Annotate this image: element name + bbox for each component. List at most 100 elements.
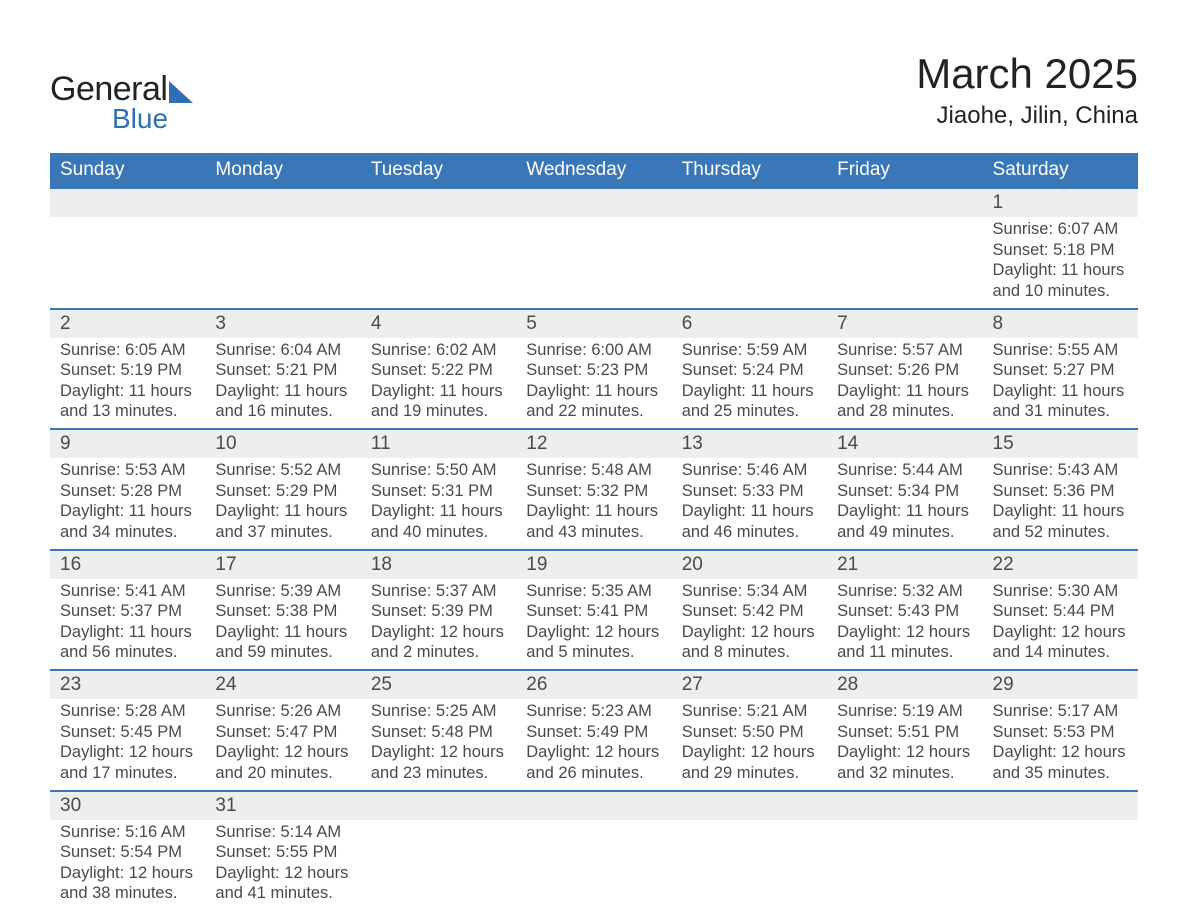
daylight-text: Daylight: 11 hours [837,381,972,402]
daylight-text: and 41 minutes. [215,883,350,904]
daylight-text: and 29 minutes. [682,763,817,784]
day-detail-cell: Sunrise: 5:17 AMSunset: 5:53 PMDaylight:… [983,699,1138,791]
day-number-cell [205,188,360,217]
day-detail-cell: Sunrise: 5:19 AMSunset: 5:51 PMDaylight:… [827,699,982,791]
day-number-row: 3031 [50,791,1138,820]
daylight-text: and 32 minutes. [837,763,972,784]
day-number-cell: 29 [983,670,1138,699]
daylight-text: and 16 minutes. [215,401,350,422]
daylight-text: Daylight: 11 hours [682,381,817,402]
daylight-text: and 8 minutes. [682,642,817,663]
daylight-text: and 5 minutes. [526,642,661,663]
day-detail-row: Sunrise: 5:28 AMSunset: 5:45 PMDaylight:… [50,699,1138,791]
daylight-text: Daylight: 12 hours [526,742,661,763]
calendar-table: SundayMondayTuesdayWednesdayThursdayFrid… [50,153,1138,910]
day-number-cell: 23 [50,670,205,699]
daylight-text: Daylight: 12 hours [371,622,506,643]
daylight-text: and 43 minutes. [526,522,661,543]
sunset-text: Sunset: 5:54 PM [60,842,195,863]
sunset-text: Sunset: 5:55 PM [215,842,350,863]
sunset-text: Sunset: 5:45 PM [60,722,195,743]
day-detail-cell: Sunrise: 5:35 AMSunset: 5:41 PMDaylight:… [516,579,671,671]
sunrise-text: Sunrise: 5:55 AM [993,340,1128,361]
sunrise-text: Sunrise: 5:34 AM [682,581,817,602]
sunset-text: Sunset: 5:33 PM [682,481,817,502]
sunset-text: Sunset: 5:34 PM [837,481,972,502]
logo-text-blue: Blue [112,103,193,135]
day-detail-row: Sunrise: 6:07 AMSunset: 5:18 PMDaylight:… [50,217,1138,309]
sunset-text: Sunset: 5:18 PM [993,240,1128,261]
day-number-row: 1 [50,188,1138,217]
day-detail-cell [516,217,671,309]
sunset-text: Sunset: 5:26 PM [837,360,972,381]
daylight-text: Daylight: 11 hours [526,381,661,402]
daylight-text: and 20 minutes. [215,763,350,784]
sunrise-text: Sunrise: 5:50 AM [371,460,506,481]
sunset-text: Sunset: 5:28 PM [60,481,195,502]
day-detail-row: Sunrise: 5:41 AMSunset: 5:37 PMDaylight:… [50,579,1138,671]
title-block: March 2025 Jiaohe, Jilin, China [916,50,1138,130]
day-number-cell: 2 [50,309,205,338]
daylight-text: and 23 minutes. [371,763,506,784]
day-detail-cell: Sunrise: 5:59 AMSunset: 5:24 PMDaylight:… [672,338,827,430]
sunset-text: Sunset: 5:49 PM [526,722,661,743]
sunset-text: Sunset: 5:19 PM [60,360,195,381]
day-detail-cell: Sunrise: 5:32 AMSunset: 5:43 PMDaylight:… [827,579,982,671]
day-number-cell [361,188,516,217]
day-number-cell: 15 [983,429,1138,458]
sunrise-text: Sunrise: 6:05 AM [60,340,195,361]
sunrise-text: Sunrise: 5:39 AM [215,581,350,602]
daylight-text: and 38 minutes. [60,883,195,904]
daylight-text: and 19 minutes. [371,401,506,422]
daylight-text: Daylight: 11 hours [682,501,817,522]
daylight-text: and 11 minutes. [837,642,972,663]
day-number-cell: 18 [361,550,516,579]
day-detail-cell: Sunrise: 5:53 AMSunset: 5:28 PMDaylight:… [50,458,205,550]
daylight-text: and 56 minutes. [60,642,195,663]
day-number-cell: 5 [516,309,671,338]
sunset-text: Sunset: 5:38 PM [215,601,350,622]
day-number-cell: 10 [205,429,360,458]
weekday-header: Sunday [50,153,205,188]
header: General Blue March 2025 Jiaohe, Jilin, C… [50,50,1138,135]
day-number-cell [983,791,1138,820]
daylight-text: Daylight: 11 hours [371,381,506,402]
day-detail-row: Sunrise: 5:16 AMSunset: 5:54 PMDaylight:… [50,820,1138,911]
day-detail-cell [672,217,827,309]
daylight-text: Daylight: 11 hours [215,622,350,643]
day-number-cell: 22 [983,550,1138,579]
sunset-text: Sunset: 5:23 PM [526,360,661,381]
sunrise-text: Sunrise: 5:43 AM [993,460,1128,481]
sunrise-text: Sunrise: 6:02 AM [371,340,506,361]
day-detail-cell: Sunrise: 6:05 AMSunset: 5:19 PMDaylight:… [50,338,205,430]
logo-triangle-icon [169,81,193,103]
daylight-text: and 28 minutes. [837,401,972,422]
day-number-row: 9101112131415 [50,429,1138,458]
day-detail-cell: Sunrise: 5:43 AMSunset: 5:36 PMDaylight:… [983,458,1138,550]
day-number-cell: 31 [205,791,360,820]
day-detail-cell: Sunrise: 6:02 AMSunset: 5:22 PMDaylight:… [361,338,516,430]
daylight-text: Daylight: 12 hours [682,742,817,763]
day-detail-cell: Sunrise: 5:46 AMSunset: 5:33 PMDaylight:… [672,458,827,550]
sunrise-text: Sunrise: 5:16 AM [60,822,195,843]
day-detail-cell: Sunrise: 5:26 AMSunset: 5:47 PMDaylight:… [205,699,360,791]
day-detail-cell: Sunrise: 5:48 AMSunset: 5:32 PMDaylight:… [516,458,671,550]
day-detail-cell: Sunrise: 5:28 AMSunset: 5:45 PMDaylight:… [50,699,205,791]
weekday-header: Thursday [672,153,827,188]
daylight-text: and 49 minutes. [837,522,972,543]
sunrise-text: Sunrise: 5:41 AM [60,581,195,602]
daylight-text: and 17 minutes. [60,763,195,784]
logo: General Blue [50,70,193,135]
day-number-cell [516,188,671,217]
daylight-text: and 46 minutes. [682,522,817,543]
day-number-cell: 7 [827,309,982,338]
daylight-text: and 22 minutes. [526,401,661,422]
sunset-text: Sunset: 5:39 PM [371,601,506,622]
daylight-text: Daylight: 12 hours [993,622,1128,643]
daylight-text: and 31 minutes. [993,401,1128,422]
sunrise-text: Sunrise: 5:26 AM [215,701,350,722]
day-number-cell: 24 [205,670,360,699]
day-detail-cell: Sunrise: 5:30 AMSunset: 5:44 PMDaylight:… [983,579,1138,671]
day-detail-cell: Sunrise: 5:25 AMSunset: 5:48 PMDaylight:… [361,699,516,791]
sunrise-text: Sunrise: 5:19 AM [837,701,972,722]
